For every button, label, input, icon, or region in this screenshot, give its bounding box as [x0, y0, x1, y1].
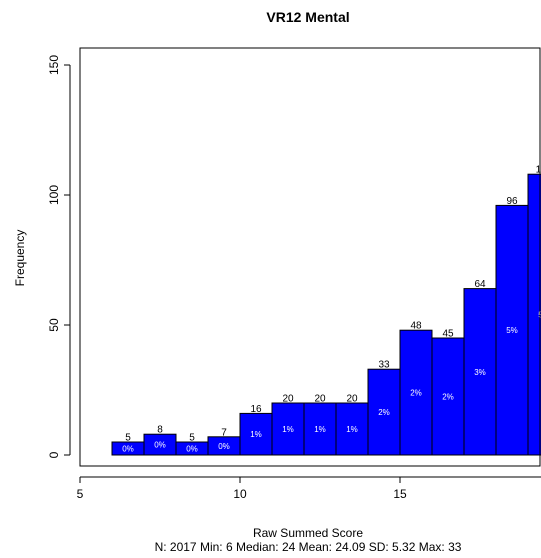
y-tick-label: 0 — [47, 451, 61, 458]
bar — [303, 402, 337, 456]
bar-count-label: 33 — [378, 360, 390, 371]
bar-percent-label: 1% — [250, 430, 262, 439]
bar — [271, 402, 305, 456]
x-tick-label: 10 — [233, 487, 247, 501]
bar-percent-label: 1% — [346, 425, 358, 434]
bar-count-label: 7 — [221, 427, 227, 438]
bar-percent-label: 1% — [282, 425, 294, 434]
bar-percent-label: 5% — [506, 326, 518, 335]
bar-percent-label: 0% — [186, 445, 198, 454]
bar-percent-label: 0% — [154, 441, 166, 450]
bar-count-label: 8 — [157, 425, 163, 436]
bar-percent-label: 0% — [122, 445, 134, 454]
bar-percent-label: 2% — [378, 408, 390, 417]
y-tick-label: 100 — [47, 185, 61, 205]
bar-count-label: 45 — [442, 329, 454, 340]
bar-count-label: 48 — [410, 321, 422, 332]
chart-title: VR12 Mental — [266, 9, 349, 25]
bar — [527, 173, 541, 456]
bar-percent-label: 2% — [410, 389, 422, 398]
bar-percent-label: 0% — [218, 442, 230, 451]
x-axis: 51015202530 — [77, 476, 541, 501]
bar-percent-label: 1% — [314, 425, 326, 434]
bar — [367, 368, 401, 456]
x-tick-label: 15 — [393, 487, 407, 501]
bar — [239, 412, 273, 456]
bar-count-label: 20 — [346, 394, 358, 405]
bar-percent-label: 2% — [442, 393, 454, 402]
summary-stats: N: 2017 Min: 6 Median: 24 Mean: 24.09 SD… — [155, 540, 462, 554]
bar-count-label: 16 — [250, 404, 262, 415]
bar — [431, 337, 465, 456]
bar-percent-label: 3% — [474, 368, 486, 377]
bar-count-label: 108 — [536, 165, 541, 176]
y-tick-label: 150 — [47, 55, 61, 75]
y-tick-label: 50 — [47, 318, 61, 332]
bar-count-label: 20 — [314, 394, 326, 405]
bar — [335, 402, 369, 456]
bar — [495, 204, 529, 456]
plot-frame — [79, 47, 541, 467]
bar-count-label: 5 — [189, 433, 195, 444]
bar-count-label: 20 — [282, 394, 294, 405]
x-axis-label: Raw Summed Score — [253, 526, 363, 540]
bar — [399, 329, 433, 456]
y-axis: 0 50 100 150 — [47, 55, 71, 458]
bar-count-label: 64 — [474, 279, 486, 290]
bars-group: 50%80%50%70%161%201%201%201%332%482%452%… — [111, 165, 541, 456]
x-tick-label: 5 — [77, 487, 84, 501]
y-axis-label: Frequency — [13, 230, 27, 287]
bar-count-label: 96 — [506, 196, 518, 207]
bar-count-label: 5 — [125, 433, 131, 444]
